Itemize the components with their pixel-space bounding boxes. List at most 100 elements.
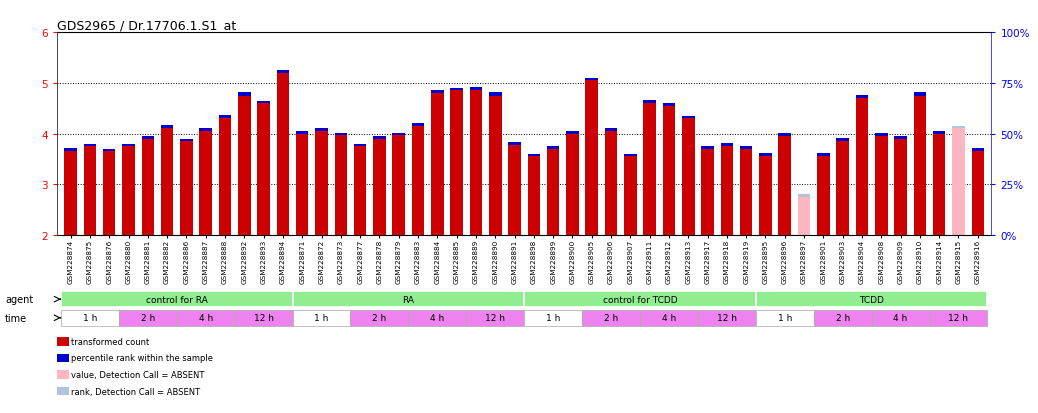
Bar — [316, 132, 328, 235]
Bar — [431, 94, 443, 235]
Bar — [895, 136, 907, 139]
Bar — [698, 310, 756, 326]
Bar — [161, 129, 173, 235]
Bar — [624, 154, 636, 157]
Bar — [524, 291, 756, 308]
Bar — [466, 310, 524, 326]
Bar — [509, 145, 521, 235]
Bar — [605, 132, 618, 235]
Bar — [566, 134, 579, 235]
Bar — [293, 291, 524, 308]
Text: 12 h: 12 h — [485, 313, 506, 323]
Bar — [929, 310, 987, 326]
Bar — [640, 310, 698, 326]
Bar — [489, 96, 501, 235]
Bar — [469, 91, 483, 235]
Bar — [527, 157, 540, 235]
Bar — [759, 154, 771, 157]
Bar — [199, 129, 212, 132]
Text: 4 h: 4 h — [894, 313, 907, 323]
Bar — [875, 137, 887, 235]
Bar — [103, 152, 115, 235]
Bar — [61, 291, 293, 308]
Bar — [605, 129, 618, 132]
Text: 4 h: 4 h — [430, 313, 444, 323]
Text: 2 h: 2 h — [604, 313, 619, 323]
Bar — [913, 96, 926, 235]
Bar — [837, 142, 849, 235]
Bar — [972, 149, 984, 152]
Text: 4 h: 4 h — [662, 313, 676, 323]
Bar — [84, 147, 97, 235]
Bar — [585, 81, 598, 235]
Bar — [334, 133, 347, 136]
Text: rank, Detection Call = ABSENT: rank, Detection Call = ABSENT — [71, 387, 199, 396]
Bar — [450, 89, 463, 91]
Bar — [547, 150, 559, 235]
Bar — [373, 139, 386, 235]
Bar — [740, 147, 753, 150]
Bar — [141, 136, 154, 139]
Bar — [199, 132, 212, 235]
Bar — [277, 74, 290, 235]
Bar — [895, 139, 907, 235]
Bar — [316, 129, 328, 132]
Text: time: time — [5, 313, 27, 323]
Bar — [64, 149, 77, 152]
Bar — [103, 150, 115, 152]
Bar — [798, 195, 811, 197]
Bar — [351, 310, 408, 326]
Bar — [662, 107, 676, 235]
Bar — [238, 96, 250, 235]
Text: 12 h: 12 h — [717, 313, 737, 323]
Bar — [933, 131, 946, 134]
Bar — [817, 157, 829, 235]
Bar — [702, 150, 714, 235]
Bar — [354, 145, 366, 147]
Bar — [450, 91, 463, 235]
Bar — [952, 127, 964, 129]
Bar — [334, 136, 347, 235]
Bar — [913, 93, 926, 96]
Bar — [392, 136, 405, 235]
Bar — [524, 310, 582, 326]
Bar — [61, 310, 119, 326]
Bar — [740, 150, 753, 235]
Text: 1 h: 1 h — [83, 313, 98, 323]
Bar — [293, 310, 351, 326]
Bar — [582, 310, 640, 326]
Bar — [798, 197, 811, 235]
Bar — [235, 310, 293, 326]
Text: control for TCDD: control for TCDD — [603, 295, 678, 304]
Bar — [181, 142, 193, 235]
Bar — [392, 133, 405, 136]
Bar — [972, 152, 984, 235]
Bar — [238, 93, 250, 96]
Bar — [547, 147, 559, 150]
Text: 4 h: 4 h — [198, 313, 213, 323]
Bar — [778, 137, 791, 235]
Bar — [119, 310, 176, 326]
Bar — [814, 310, 872, 326]
Bar — [585, 78, 598, 81]
Bar — [756, 310, 814, 326]
Text: 2 h: 2 h — [141, 313, 155, 323]
Text: 2 h: 2 h — [836, 313, 850, 323]
Bar — [566, 131, 579, 134]
Bar — [412, 123, 425, 127]
Bar — [219, 116, 231, 119]
Bar — [122, 147, 135, 235]
Bar — [181, 139, 193, 142]
Bar — [756, 291, 987, 308]
Bar — [509, 143, 521, 145]
Bar — [84, 145, 97, 147]
Bar — [875, 134, 887, 137]
Bar — [837, 139, 849, 142]
Bar — [933, 134, 946, 235]
Bar — [161, 126, 173, 129]
Bar — [257, 104, 270, 235]
Bar — [817, 154, 829, 157]
Bar — [624, 157, 636, 235]
Text: GDS2965 / Dr.17706.1.S1_at: GDS2965 / Dr.17706.1.S1_at — [57, 19, 237, 32]
Bar — [644, 104, 656, 235]
